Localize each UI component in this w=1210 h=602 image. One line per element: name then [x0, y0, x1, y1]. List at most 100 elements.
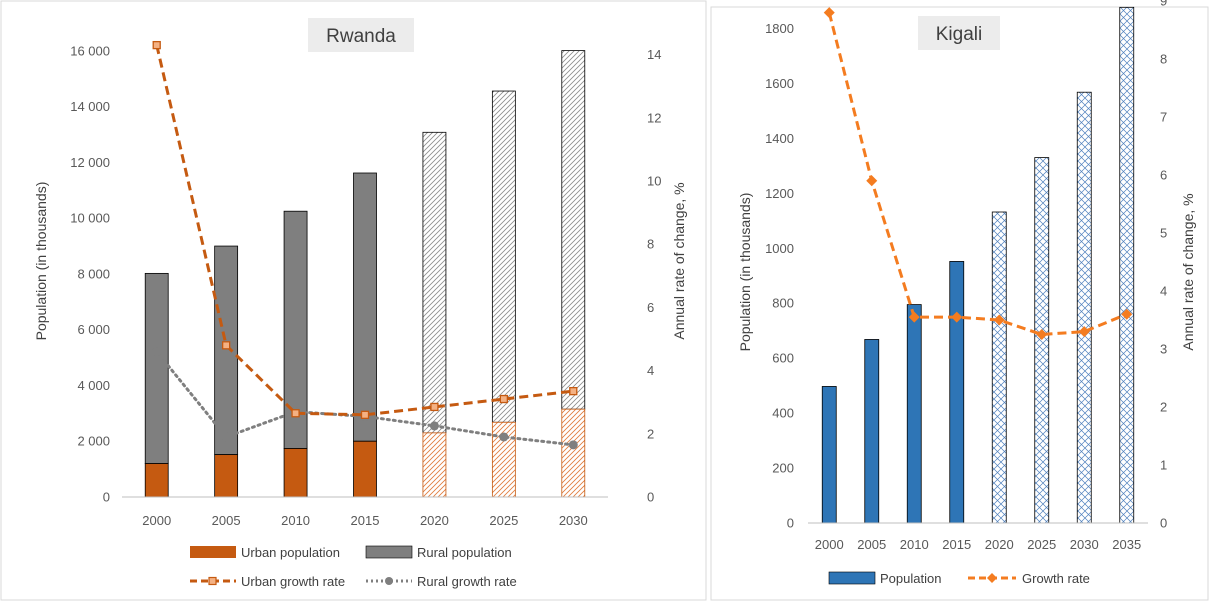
kigali-bars — [821, 6, 1135, 524]
rwanda-right-axis-ticks: 0 2 4 6 8 10 12 14 — [647, 47, 661, 504]
rwanda-growth-lines — [152, 40, 578, 450]
legend-swatch-rural-population — [365, 545, 413, 559]
legend-label-rural-growth-rate: Rural growth rate — [417, 574, 517, 589]
legend-swatch-urban-population — [190, 546, 236, 558]
rural-growth-rate-point — [499, 432, 509, 442]
kigali-y2-tick-label: 4 — [1160, 284, 1167, 299]
kigali-y2-tick-label: 0 — [1160, 516, 1167, 531]
rural-population-bar — [491, 90, 516, 423]
kigali-y-tick-label: 1800 — [765, 21, 794, 36]
kigali-title-box — [918, 16, 1000, 50]
rural-growth-rate-point — [568, 440, 578, 450]
rwanda-title: Rwanda — [326, 26, 396, 47]
kigali-y-tick-label: 200 — [772, 461, 794, 476]
growth-rate-point — [951, 311, 963, 323]
kigali-x-tick-label: 2020 — [985, 537, 1014, 552]
rwanda-left-axis-ticks: 0 2 000 4 000 6 000 8 000 10 000 12 000 14 000 1… — [70, 43, 110, 504]
rwanda-y2-tick-label: 10 — [647, 174, 661, 189]
population-bar — [1076, 91, 1092, 524]
rwanda-bars — [144, 50, 586, 498]
rwanda-left-axis-label: Population (in thousands) — [33, 182, 49, 341]
rwanda-x-tick-label: 2030 — [559, 513, 588, 528]
rwanda-x-tick-label: 2015 — [351, 513, 380, 528]
rwanda-x-tick-label: 2010 — [281, 513, 310, 528]
kigali-title: Kigali — [936, 24, 982, 45]
rwanda-legend: Urban population Rural population Urban … — [190, 545, 517, 589]
kigali-x-tick-label: 2010 — [900, 537, 929, 552]
population-bar — [821, 386, 837, 524]
urban-population-bar — [561, 408, 586, 498]
kigali-y2-tick-label: 5 — [1160, 226, 1167, 241]
kigali-y-tick-label: 0 — [787, 516, 794, 531]
kigali-right-axis-ticks: 0 1 2 3 4 5 6 7 8 9 — [1160, 0, 1167, 531]
rural-growth-rate-point — [429, 421, 439, 431]
urban-growth-rate-point — [221, 341, 231, 350]
kigali-right-axis-label: Annual rate of change, % — [1180, 193, 1196, 350]
kigali-y2-tick-label: 9 — [1160, 0, 1167, 9]
rural-population-bar — [353, 172, 377, 442]
urban-growth-rate-point — [499, 394, 509, 404]
rwanda-y-tick-label: 10 000 — [70, 211, 110, 226]
growth-rate-point — [823, 7, 835, 19]
growth-rate-point — [866, 175, 878, 187]
rwanda-y-tick-label: 6 000 — [77, 322, 110, 337]
growth-rate-point — [993, 314, 1005, 326]
rwanda-y2-tick-label: 0 — [647, 490, 654, 505]
urban-population-bar — [422, 432, 447, 498]
kigali-y-tick-label: 800 — [772, 296, 794, 311]
growth-rate-point — [908, 311, 920, 323]
urban-population-bar — [144, 463, 169, 498]
kigali-y2-tick-label: 2 — [1160, 400, 1167, 415]
rural-growth-rate-point — [221, 432, 231, 442]
rwanda-y2-tick-label: 2 — [647, 426, 654, 441]
kigali-left-axis-label: Population (in thousands) — [737, 193, 753, 352]
rwanda-y-tick-label: 0 — [103, 490, 110, 505]
rwanda-x-tick-label: 2020 — [420, 513, 449, 528]
urban-growth-rate-point — [291, 409, 300, 418]
urban-population-bar — [353, 440, 377, 498]
rwanda-y2-tick-label: 4 — [647, 363, 654, 378]
rural-population-bar — [214, 245, 239, 456]
rwanda-title-box — [308, 18, 414, 52]
kigali-growth-line — [823, 7, 1133, 340]
kigali-y2-tick-label: 7 — [1160, 110, 1167, 125]
growth-rate-point — [1036, 329, 1048, 340]
rwanda-right-axis-label: Annual rate of change, % — [671, 182, 687, 339]
population-bar — [991, 211, 1007, 524]
rwanda-y2-tick-label: 14 — [647, 47, 661, 62]
rwanda-x-axis-ticks: 2000 2005 2010 2015 2020 2025 2030 — [142, 513, 587, 528]
rwanda-y-tick-label: 16 000 — [70, 43, 110, 58]
rwanda-x-tick-label: 2025 — [489, 513, 518, 528]
rural-population-bar — [561, 50, 586, 410]
population-bar — [864, 339, 880, 524]
kigali-x-tick-label: 2025 — [1027, 537, 1056, 552]
rwanda-x-tick-label: 2000 — [142, 513, 171, 528]
kigali-y-tick-label: 400 — [772, 406, 794, 421]
kigali-y-tick-label: 600 — [772, 351, 794, 366]
legend-label-urban-population: Urban population — [241, 545, 340, 560]
rwanda-y-tick-label: 4 000 — [77, 378, 110, 393]
kigali-y-tick-label: 1000 — [765, 241, 794, 256]
growth-rate-point — [1121, 308, 1133, 320]
urban-population-bar — [214, 454, 239, 498]
kigali-y2-tick-label: 6 — [1160, 168, 1167, 183]
kigali-legend: Population Growth rate — [828, 571, 1090, 586]
rural-population-bar — [144, 272, 169, 464]
kigali-x-tick-label: 2015 — [942, 537, 971, 552]
legend-marker-urban-growth-rate — [208, 576, 217, 586]
population-bar — [906, 304, 922, 524]
kigali-left-axis-ticks: 0 200 400 600 800 1000 1200 1400 1600 1800 — [765, 21, 794, 531]
rwanda-y-tick-label: 12 000 — [70, 155, 110, 170]
legend-label-urban-growth-rate: Urban growth rate — [241, 574, 345, 589]
kigali-x-tick-label: 2005 — [857, 537, 886, 552]
rwanda-y-tick-label: 8 000 — [77, 266, 110, 281]
kigali-y-tick-label: 1600 — [765, 76, 794, 91]
population-bar — [1034, 157, 1050, 524]
urban-growth-rate-point — [430, 402, 439, 412]
population-bar — [949, 261, 965, 524]
legend-label-rural-population: Rural population — [417, 545, 512, 560]
urban-population-bar — [283, 448, 308, 498]
kigali-y-tick-label: 1200 — [765, 186, 794, 201]
rwanda-y-tick-label: 14 000 — [70, 99, 110, 114]
